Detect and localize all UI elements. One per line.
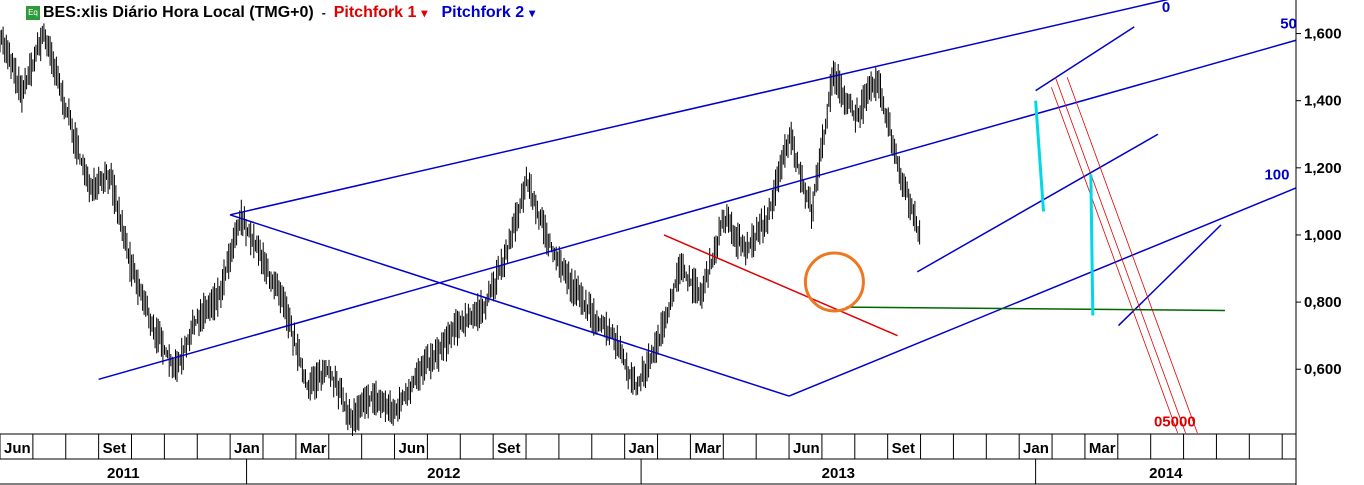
drawing-layer: 0 50 100 05000	[98, 0, 1297, 434]
x-tick-label: Set	[103, 440, 126, 457]
pitchfork2-aux-top	[1035, 26, 1135, 92]
pitchfork1-line-a	[1051, 87, 1179, 434]
pitchfork2-handle	[229, 214, 790, 397]
year-label: 2012	[427, 465, 460, 482]
symbol-title[interactable]: BES:xlis Diário Hora Local (TMG+0)	[43, 4, 314, 21]
x-tick-label: Mar	[1089, 440, 1116, 457]
x-tick-label: Mar	[694, 440, 721, 457]
pitchfork2-level-label: 0	[1162, 0, 1170, 16]
pitchfork2-level-label: 50	[1280, 16, 1297, 33]
pitchfork2-level-50	[98, 39, 1297, 381]
pitchfork1-line-b	[1054, 77, 1186, 434]
year-label: 2011	[107, 465, 140, 482]
y-tick-label: 0,800	[1304, 294, 1342, 311]
x-tick-label: Set	[497, 440, 520, 457]
highlight-segment	[1089, 174, 1095, 316]
chart-header: Eq BES:xlis Diário Hora Local (TMG+0) - …	[26, 3, 535, 23]
pitchfork2-level-label: 100	[1264, 167, 1289, 184]
price-layer	[0, 23, 921, 436]
pitchfork2-aux-bottom	[1117, 224, 1222, 327]
y-tick-label: 1,000	[1304, 227, 1342, 244]
x-tick-label: Jan	[629, 440, 655, 457]
support-line	[846, 306, 1225, 312]
pitchfork2-dropdown-icon[interactable]: ▾	[529, 6, 536, 20]
pitchfork1-level-label: 05000	[1154, 413, 1196, 430]
x-tick-label: Mar	[300, 440, 327, 457]
y-tick-label: 1,200	[1304, 160, 1342, 177]
pitchfork2-label[interactable]: Pitchfork 2	[441, 4, 525, 21]
x-tick-label: Jun	[399, 440, 426, 457]
pitchfork1-label[interactable]: Pitchfork 1	[333, 4, 417, 21]
x-tick-label: Jun	[793, 440, 820, 457]
year-label: 2013	[822, 465, 855, 482]
pitchfork1-dropdown-icon[interactable]: ▾	[421, 6, 428, 20]
equity-icon: Eq	[26, 6, 40, 20]
y-tick-label: 1,400	[1304, 93, 1342, 110]
highlight-circle	[803, 251, 865, 313]
y-tick-label: 1,600	[1304, 26, 1342, 43]
x-tick-label: Jan	[1023, 440, 1049, 457]
pitchfork2-level-0	[229, 0, 1169, 216]
price-series	[0, 23, 921, 436]
pitchfork2-level-100	[788, 187, 1297, 397]
pitchfork1-handle	[663, 234, 898, 337]
year-label: 2014	[1149, 465, 1183, 482]
y-tick-label: 0,600	[1304, 361, 1342, 378]
x-tick-label: Set	[892, 440, 915, 457]
pitchfork2-aux-mid	[916, 133, 1159, 273]
x-tick-label: Jun	[4, 440, 31, 457]
separator: -	[321, 6, 326, 20]
pitchfork1-line-c	[1066, 77, 1198, 434]
x-tick-label: Jan	[234, 440, 260, 457]
highlight-segment	[1034, 100, 1046, 212]
